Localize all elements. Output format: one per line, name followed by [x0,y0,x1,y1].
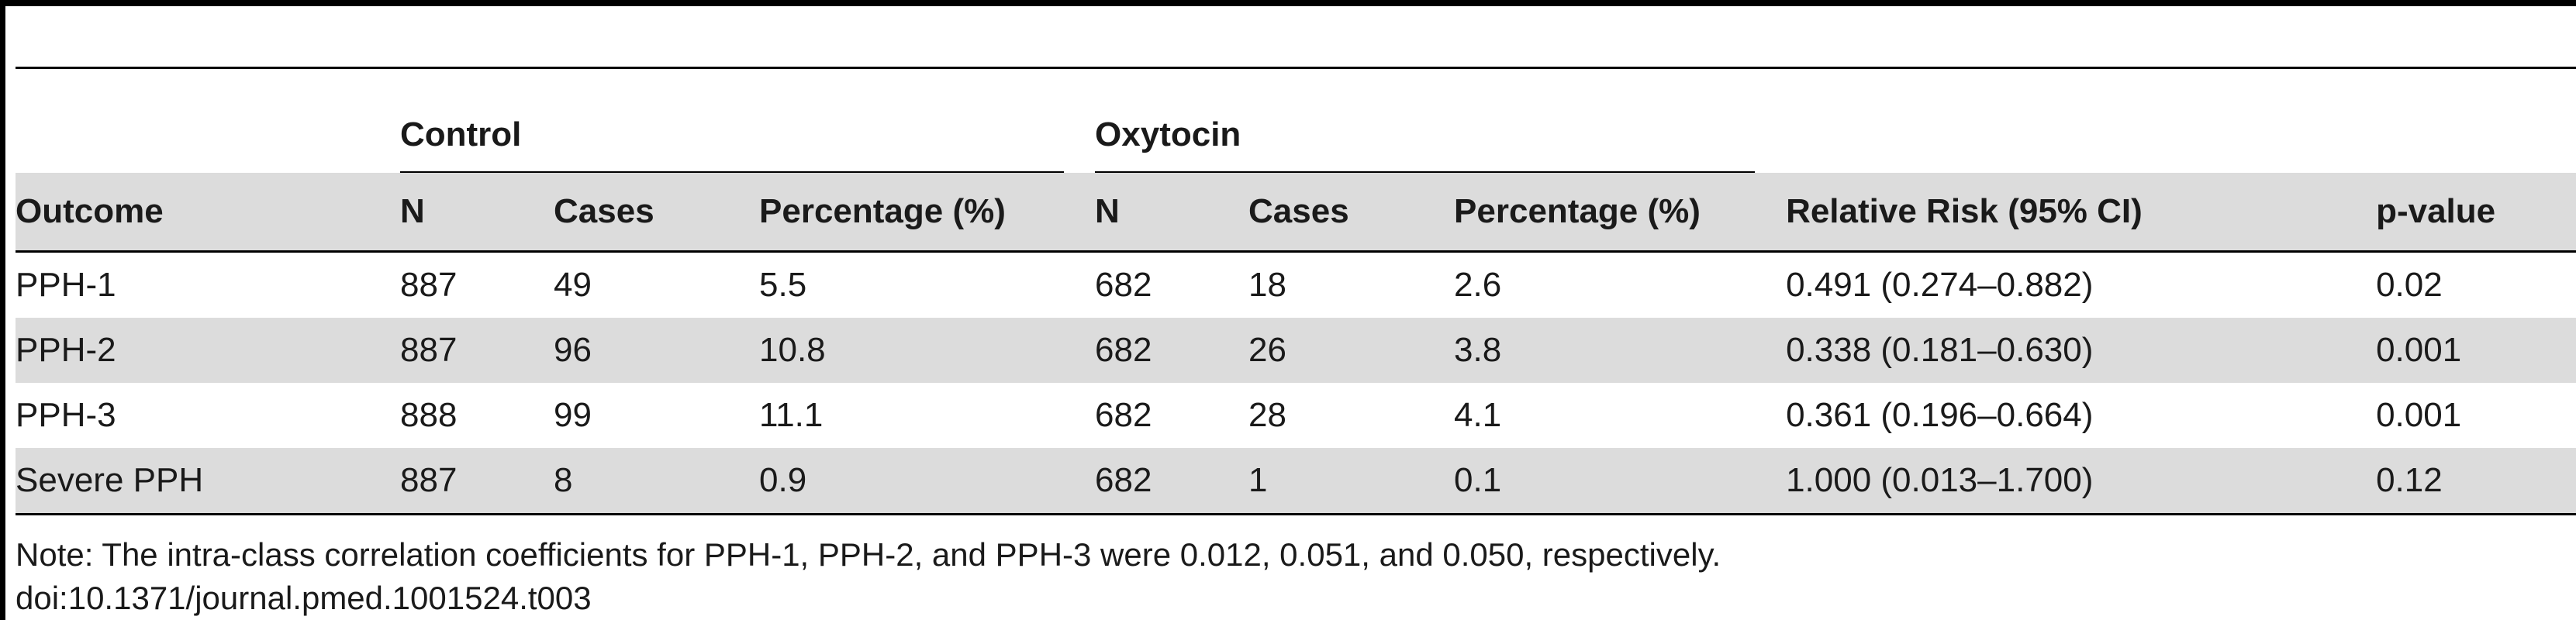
table-cell: 3.8 [1454,318,1787,383]
table-container: Control Oxytocin Outcome N Cases Percent… [16,67,2576,515]
left-rule [0,0,5,620]
table-cell: PPH-3 [16,396,116,434]
table-cell: 0.001 [2376,396,2462,434]
footnote: Note: The intra-class correlation coeffi… [16,536,1721,573]
doi-line: doi:10.1371/journal.pmed.1001524.t003 [16,580,592,616]
column-header: p-value [2376,173,2576,253]
column-header: Cases [1248,173,1455,253]
table-cell: PPH-2 [16,318,400,383]
column-header: Relative Risk (95% CI) [1786,173,2377,253]
table-cell: 8 [554,448,759,515]
table-cell: Severe PPH [16,448,400,515]
group-control-label: Control [400,115,522,153]
table-cell: 28 [1248,396,1286,434]
table-cell: 0.491 (0.274–0.882) [1786,266,2094,304]
table-cell: 887 [400,448,554,515]
table-cell: 0.361 (0.196–0.664) [1786,396,2094,434]
group-oxytocin: Oxytocin [1095,67,1787,174]
table-cell: 0.9 [759,448,1096,515]
table-row: PPH-2 887 96 10.8 682 26 3.8 0.338 (0.18… [16,318,2576,383]
group-spacer [2376,67,2576,173]
column-header: N [1095,173,1249,253]
table-cell: 10.8 [759,318,1096,383]
table-cell: 887 [400,266,458,304]
table-cell: 682 [1095,396,1152,434]
table-cell: 887 [400,318,554,383]
column-header: Outcome [16,173,400,253]
table-notes: Note: The intra-class correlation coeffi… [16,533,1721,620]
top-rule [0,0,2576,6]
table-cell: 99 [554,396,592,434]
group-control: Control [400,67,1096,174]
table-cell: 4.1 [1454,396,1502,434]
column-header: Percentage (%) [1454,173,1787,253]
table-cell: 682 [1095,448,1249,515]
table-cell: 1.000 (0.013–1.700) [1786,448,2377,515]
table-cell: 11.1 [759,396,824,434]
column-header: N [400,173,554,253]
table-cell: 49 [554,266,592,304]
column-header: Percentage (%) [759,173,1096,253]
table-cell: 0.02 [2376,266,2443,304]
group-header-row: Control Oxytocin [16,67,2576,174]
table-cell: 0.1 [1454,448,1787,515]
table-cell: 682 [1095,266,1152,304]
table-cell: 1 [1248,448,1455,515]
table-row: PPH-3 888 99 11.1 682 28 4.1 0.361 (0.19… [16,383,2576,448]
table-cell: 0.001 [2376,318,2576,383]
table-cell: 5.5 [759,266,807,304]
table-cell: 682 [1095,318,1249,383]
column-header: Cases [554,173,759,253]
results-table: Control Oxytocin Outcome N Cases Percent… [16,67,2576,515]
table-cell: 96 [554,318,759,383]
group-oxytocin-label: Oxytocin [1095,115,1241,153]
table-cell: 888 [400,396,458,434]
table-cell: 26 [1248,318,1455,383]
table-cell: 2.6 [1454,266,1502,304]
table-cell: 0.338 (0.181–0.630) [1786,318,2377,383]
table-cell: 0.12 [2376,448,2576,515]
column-header-row: Outcome N Cases Percentage (%) N Cases P… [16,173,2576,253]
group-spacer [16,67,400,173]
table-cell: PPH-1 [16,266,116,304]
table-row: PPH-1 887 49 5.5 682 18 2.6 0.491 (0.274… [16,252,2576,319]
table-row: Severe PPH 887 8 0.9 682 1 0.1 1.000 (0.… [16,448,2576,515]
group-spacer [1786,67,2377,173]
table-cell: 18 [1248,266,1286,304]
